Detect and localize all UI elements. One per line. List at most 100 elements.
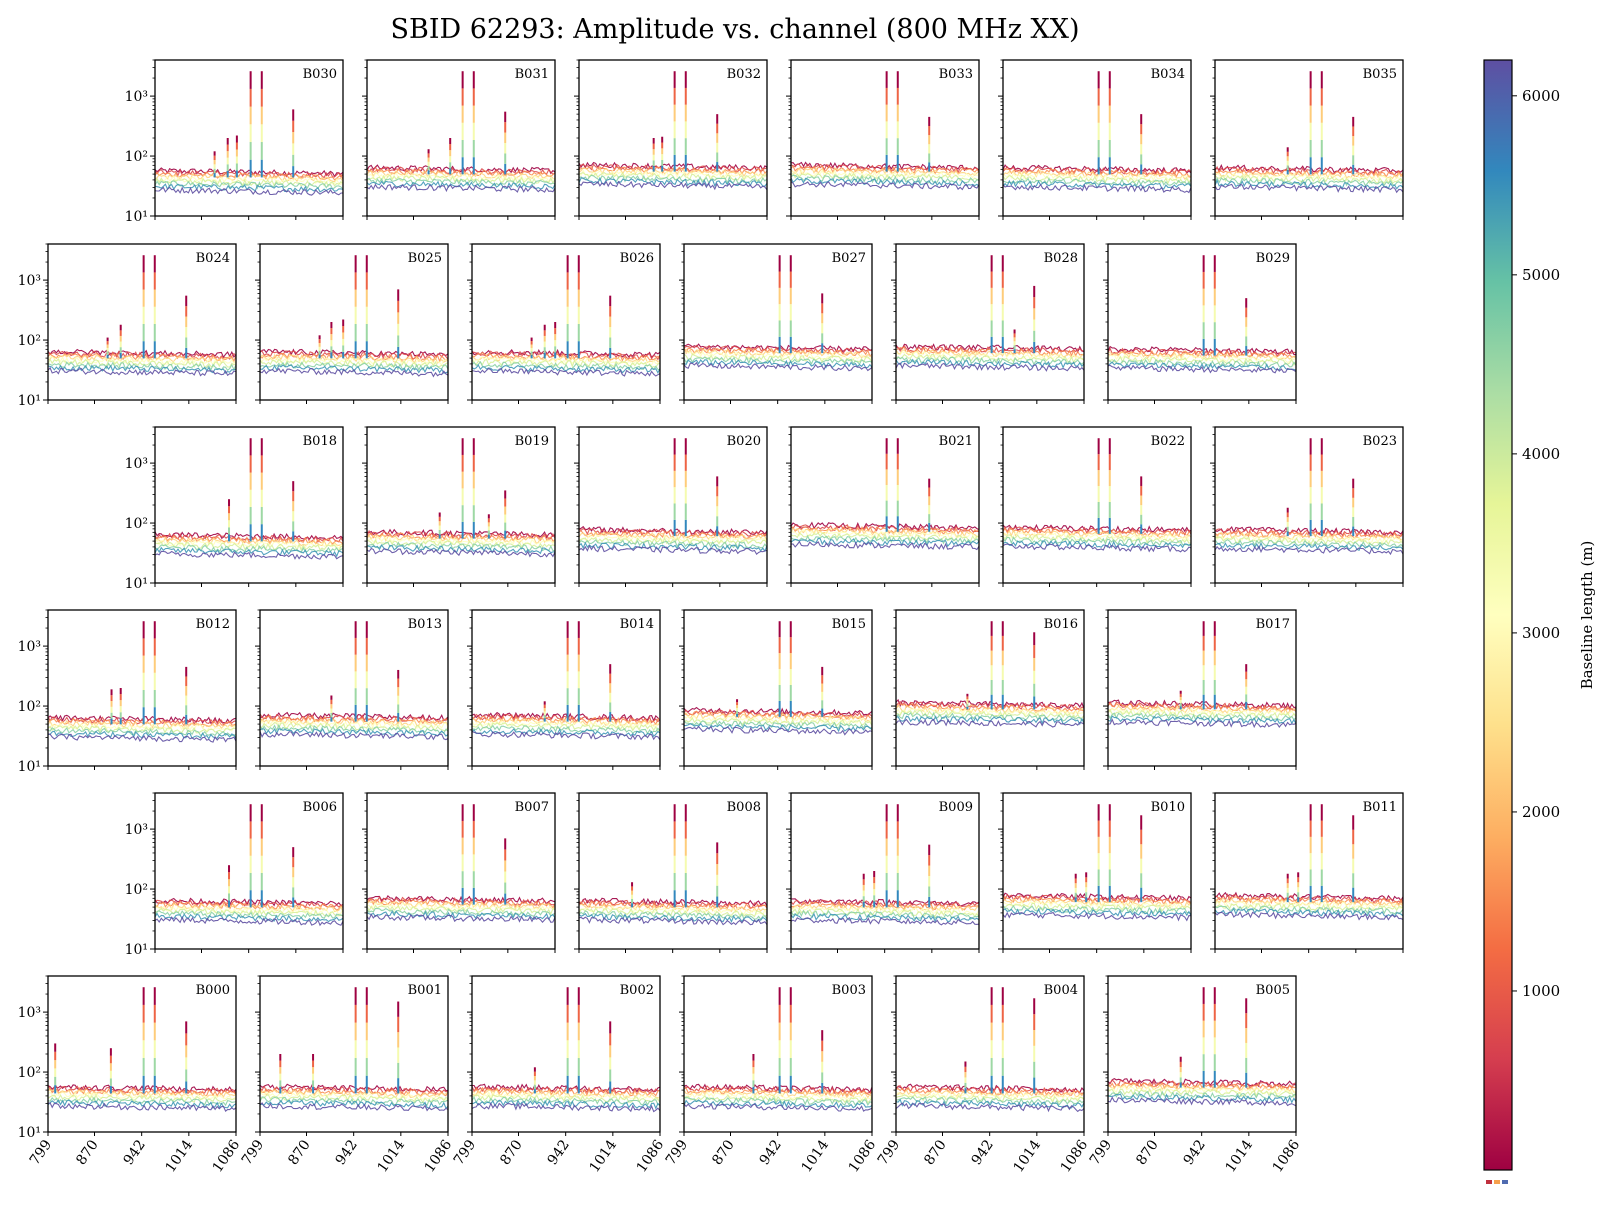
series-line bbox=[472, 351, 660, 362]
y-tick-label: 10¹ bbox=[18, 393, 41, 409]
beam-label: B009 bbox=[939, 800, 973, 815]
beam-label: B021 bbox=[939, 434, 973, 449]
series-line bbox=[155, 915, 343, 927]
series-line bbox=[472, 711, 660, 722]
beam-label: B008 bbox=[727, 800, 761, 815]
y-tick-label: 10² bbox=[125, 149, 148, 165]
series-line bbox=[791, 180, 979, 191]
series-line bbox=[684, 1102, 872, 1112]
series-lines bbox=[1215, 804, 1403, 921]
series-line bbox=[684, 348, 872, 359]
series-line bbox=[791, 912, 979, 923]
panel-frame bbox=[683, 609, 873, 767]
series-lines bbox=[791, 71, 979, 191]
series-line bbox=[1108, 699, 1296, 710]
x-tick-label: 942 bbox=[333, 1137, 361, 1168]
series-lines bbox=[1215, 438, 1403, 556]
beam-label: B029 bbox=[1256, 251, 1290, 266]
panel-b014: B014 bbox=[467, 609, 661, 770]
series-line bbox=[1215, 177, 1403, 187]
panel-frame bbox=[471, 609, 661, 767]
series-line bbox=[579, 176, 767, 188]
x-tick-label: 1086 bbox=[422, 1137, 456, 1175]
panel-frame bbox=[366, 426, 556, 584]
series-line bbox=[684, 708, 872, 719]
y-tick-label: 10² bbox=[18, 333, 41, 349]
series-line bbox=[472, 1086, 660, 1097]
series-line bbox=[684, 351, 872, 361]
panel-b003: 799 870 942 1014 1086 B003 bbox=[663, 975, 879, 1175]
series-line bbox=[896, 1093, 1084, 1104]
series-line bbox=[155, 898, 343, 909]
series-line bbox=[896, 1085, 1084, 1096]
series-lines bbox=[1108, 255, 1296, 374]
panel-frame bbox=[578, 59, 768, 217]
series-line bbox=[1108, 347, 1296, 358]
series-line bbox=[896, 1086, 1084, 1097]
y-tick-label: 10² bbox=[125, 516, 148, 532]
x-tick-label: 870 bbox=[921, 1137, 949, 1168]
panel-b016: B016 bbox=[891, 609, 1085, 770]
series-line bbox=[896, 362, 1084, 372]
series-line bbox=[260, 1083, 448, 1093]
series-line bbox=[1003, 177, 1191, 187]
series-line bbox=[260, 353, 448, 364]
beam-label: B007 bbox=[515, 800, 549, 815]
series-line bbox=[579, 166, 767, 175]
series-line bbox=[48, 726, 236, 737]
series-line bbox=[1003, 526, 1191, 536]
series-line bbox=[896, 707, 1084, 717]
y-tick-label: 10² bbox=[18, 699, 41, 715]
panel-frame bbox=[47, 243, 237, 401]
y-tick-label: 10¹ bbox=[18, 759, 41, 775]
y-tick-label: 10³ bbox=[125, 456, 148, 472]
series-line bbox=[896, 356, 1084, 366]
x-tick-label: 870 bbox=[73, 1137, 101, 1168]
panel-b033: B033 bbox=[786, 59, 980, 220]
series-line bbox=[367, 532, 555, 542]
panel-b009: B009 bbox=[786, 792, 980, 953]
y-tick-label: 10¹ bbox=[125, 209, 148, 225]
series-line bbox=[260, 364, 448, 374]
series-line bbox=[260, 727, 448, 737]
panel-b021: B021 bbox=[786, 426, 980, 587]
series-line bbox=[1108, 1085, 1296, 1095]
series-line bbox=[260, 718, 448, 729]
x-tick-label: 1014 bbox=[1223, 1137, 1257, 1175]
series-line bbox=[684, 722, 872, 733]
y-tick-label: 10³ bbox=[125, 89, 148, 105]
panel-b027: B027 bbox=[679, 243, 873, 404]
series-line bbox=[1108, 712, 1296, 722]
panel-b032: B032 bbox=[574, 59, 768, 220]
series-line bbox=[1108, 364, 1296, 374]
panel-b025: B025 bbox=[255, 243, 449, 404]
series-line bbox=[896, 709, 1084, 720]
beam-label: B012 bbox=[196, 617, 230, 632]
panel-frame bbox=[1002, 792, 1192, 950]
panel-b034: B034 bbox=[998, 59, 1192, 220]
series-line bbox=[1003, 170, 1191, 180]
series-lines bbox=[472, 621, 660, 741]
series-line bbox=[367, 544, 555, 555]
series-line bbox=[260, 367, 448, 378]
series-line bbox=[367, 529, 555, 540]
series-line bbox=[472, 348, 660, 359]
series-line bbox=[1108, 718, 1296, 729]
panel-b023: B023 bbox=[1210, 426, 1404, 587]
beam-label: B027 bbox=[832, 251, 866, 266]
panel-b015: B015 bbox=[679, 609, 873, 770]
series-line bbox=[896, 358, 1084, 369]
x-tick-label: 1014 bbox=[587, 1137, 621, 1175]
panel-b008: B008 bbox=[574, 792, 768, 953]
series-line bbox=[896, 1091, 1084, 1101]
panel-b029: B029 bbox=[1103, 243, 1297, 404]
series-lines bbox=[896, 255, 1084, 372]
x-tick-label: 1086 bbox=[210, 1137, 244, 1175]
series-line bbox=[472, 1099, 660, 1110]
series-line bbox=[896, 1089, 1084, 1099]
series-line bbox=[48, 366, 236, 377]
series-line bbox=[1215, 891, 1403, 902]
series-line bbox=[579, 897, 767, 907]
series-line bbox=[579, 544, 767, 556]
series-line bbox=[896, 718, 1084, 728]
